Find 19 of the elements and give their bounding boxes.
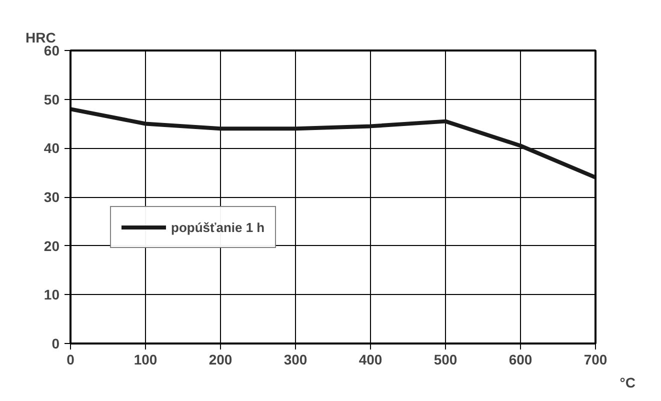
y-tick-label: 50 [44,91,60,108]
y-tick-label: 40 [44,140,60,156]
x-axis-title: °C [620,374,636,390]
x-tick-label: 600 [508,352,532,368]
y-tick-label: 20 [44,238,60,254]
x-tick-label: 700 [584,352,608,368]
x-tick-label: 500 [434,352,458,368]
y-tick-label: 10 [44,286,60,303]
x-tick-label: 100 [134,352,158,368]
x-tick-label: 0 [66,352,75,368]
x-tick-label: 400 [358,352,382,368]
y-tick-label: 60 [44,42,60,58]
x-tick-label: 300 [284,352,308,368]
legend-label: popúšťanie 1 h [171,220,265,234]
y-tick-label: 30 [44,189,60,205]
y-axis-title: HRC [26,30,56,46]
x-tick-label: 200 [208,352,232,368]
y-tick-label: 0 [52,336,60,352]
line-series [70,107,596,180]
